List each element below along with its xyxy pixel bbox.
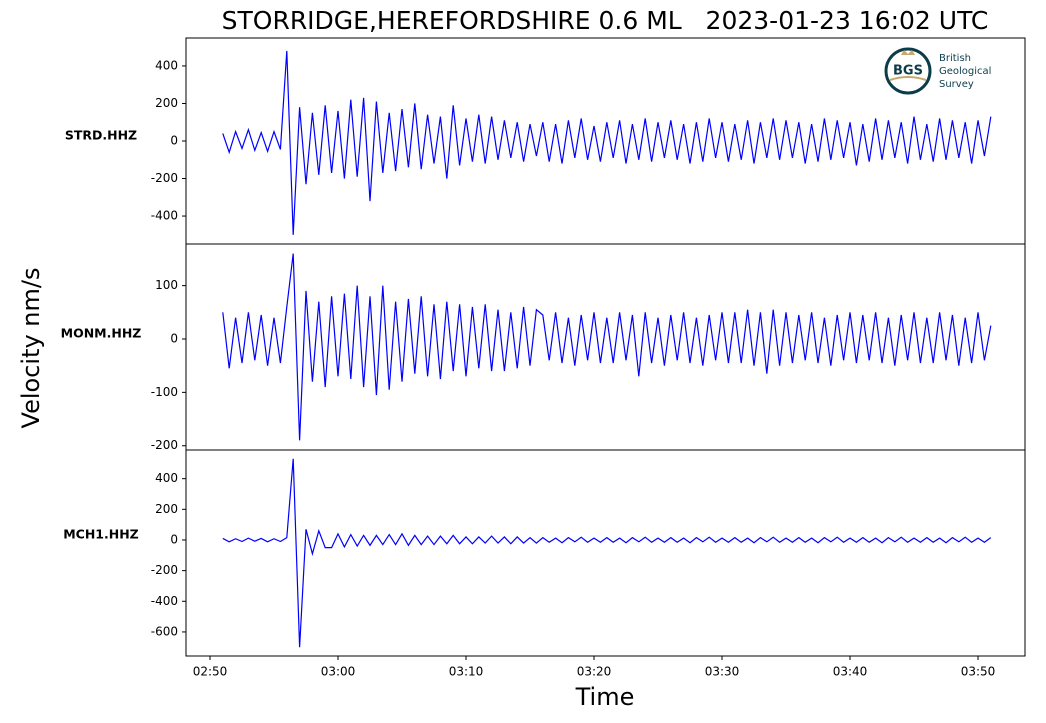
y-tick-label: -200 — [151, 438, 178, 452]
station-label: MONM.HHZ — [61, 325, 142, 340]
waveform — [222, 458, 992, 648]
station-label: STRD.HHZ — [65, 128, 137, 143]
y-tick-label: 200 — [155, 96, 178, 110]
x-axis-label: Time — [575, 683, 635, 711]
y-tick-label: 400 — [155, 58, 178, 72]
y-tick-label: 0 — [170, 331, 178, 345]
y-tick-label: -600 — [151, 624, 178, 638]
y-tick-label: -200 — [151, 563, 178, 577]
chart-title: STORRIDGE,HEREFORDSHIRE 0.6 ML 2023-01-2… — [222, 6, 989, 35]
y-tick-label: 200 — [155, 502, 178, 516]
y-tick-label: -400 — [151, 594, 178, 608]
y-axis-label: Velocity nm/s — [17, 268, 45, 429]
panel-frame — [185, 449, 1026, 657]
y-tick-label: 400 — [155, 471, 178, 485]
y-tick-label: -100 — [151, 385, 178, 399]
x-tick-label: 03:10 — [449, 665, 484, 679]
x-tick-label: 03:00 — [321, 665, 356, 679]
panel-frame — [185, 243, 1026, 451]
y-tick-label: 100 — [155, 278, 178, 292]
waveform — [222, 253, 992, 441]
waveform — [222, 50, 992, 235]
x-tick-label: 02:50 — [193, 665, 228, 679]
logo-ring — [884, 47, 932, 95]
logo: BGS British Geological Survey — [884, 47, 991, 95]
logo-swoosh — [889, 76, 927, 81]
station-label: MCH1.HHZ — [63, 526, 139, 541]
logo-text: British — [939, 53, 971, 64]
y-tick-label: -200 — [151, 171, 178, 185]
y-tick-label: 0 — [170, 134, 178, 148]
y-tick-label: -400 — [151, 209, 178, 223]
x-tick-label: 03:40 — [833, 665, 868, 679]
logo-mark: BGS — [893, 64, 923, 79]
logo-text: Survey — [939, 79, 974, 90]
x-tick-label: 03:20 — [577, 665, 612, 679]
y-tick-label: 0 — [170, 532, 178, 546]
x-tick-label: 03:30 — [705, 665, 740, 679]
x-tick-label: 03:50 — [961, 665, 996, 679]
logo-crown — [901, 50, 915, 55]
logo-text: Geological — [939, 66, 991, 77]
